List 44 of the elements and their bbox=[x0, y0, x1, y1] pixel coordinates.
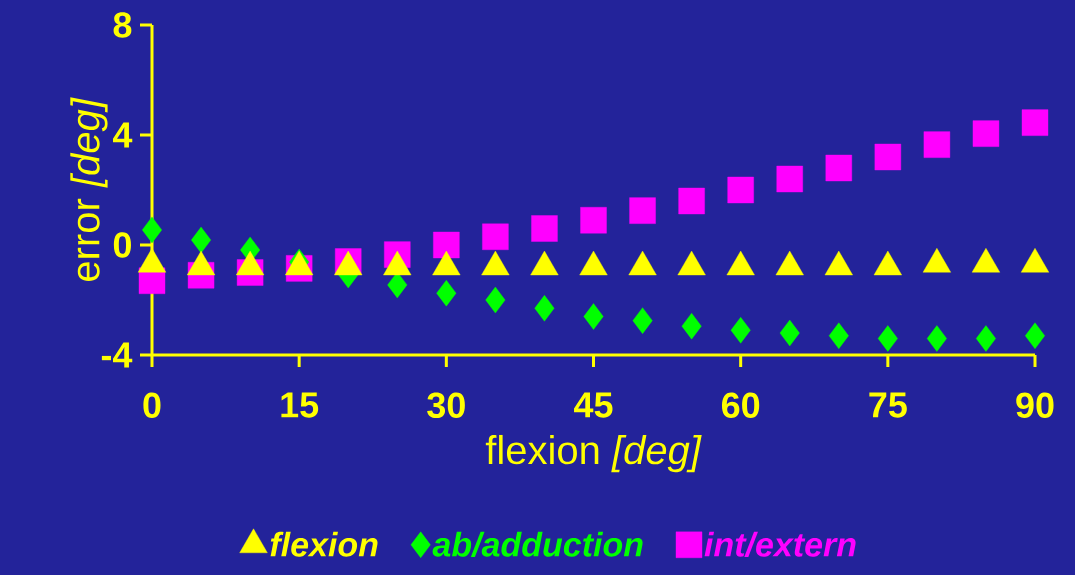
point bbox=[828, 322, 849, 349]
x-tick-label: 15 bbox=[281, 392, 319, 418]
point bbox=[923, 131, 951, 158]
point bbox=[779, 319, 800, 347]
point bbox=[972, 120, 1000, 147]
point bbox=[1025, 322, 1045, 349]
point bbox=[776, 165, 803, 193]
point bbox=[976, 325, 996, 352]
point bbox=[678, 187, 705, 215]
legend-label: ab/adduction bbox=[432, 531, 643, 558]
point bbox=[632, 307, 653, 334]
point bbox=[825, 154, 852, 182]
point bbox=[1021, 109, 1049, 136]
y-axis-title: error [deg] bbox=[70, 97, 108, 281]
point bbox=[874, 143, 902, 171]
x-tick-label: 30 bbox=[427, 392, 465, 419]
point bbox=[681, 312, 702, 340]
point bbox=[727, 176, 754, 204]
point bbox=[531, 215, 558, 242]
point bbox=[629, 197, 656, 224]
y-tick-label: -4 bbox=[101, 342, 133, 368]
x-tick-label: 45 bbox=[574, 392, 613, 418]
legend-label: int/extern bbox=[704, 531, 856, 558]
point bbox=[877, 325, 898, 352]
point bbox=[142, 216, 162, 244]
point bbox=[583, 303, 604, 330]
point bbox=[191, 226, 211, 254]
x-tick-label: 0 bbox=[143, 392, 161, 419]
point bbox=[730, 317, 751, 344]
point bbox=[436, 279, 457, 307]
point bbox=[926, 325, 947, 352]
x-tick-label: 60 bbox=[721, 392, 760, 419]
point bbox=[485, 286, 506, 314]
y-tick-label: 4 bbox=[112, 122, 133, 148]
y-tick-label: 8 bbox=[113, 12, 132, 38]
x-axis-title: flexion [deg] bbox=[485, 434, 702, 473]
point bbox=[482, 223, 509, 250]
point bbox=[534, 295, 555, 322]
x-tick-label: 90 bbox=[1016, 392, 1054, 419]
legend-label: flexion bbox=[270, 531, 378, 557]
y-tick-label: 0 bbox=[113, 232, 131, 258]
point bbox=[433, 231, 460, 259]
x-tick-label: 75 bbox=[869, 392, 907, 418]
point bbox=[580, 207, 607, 234]
